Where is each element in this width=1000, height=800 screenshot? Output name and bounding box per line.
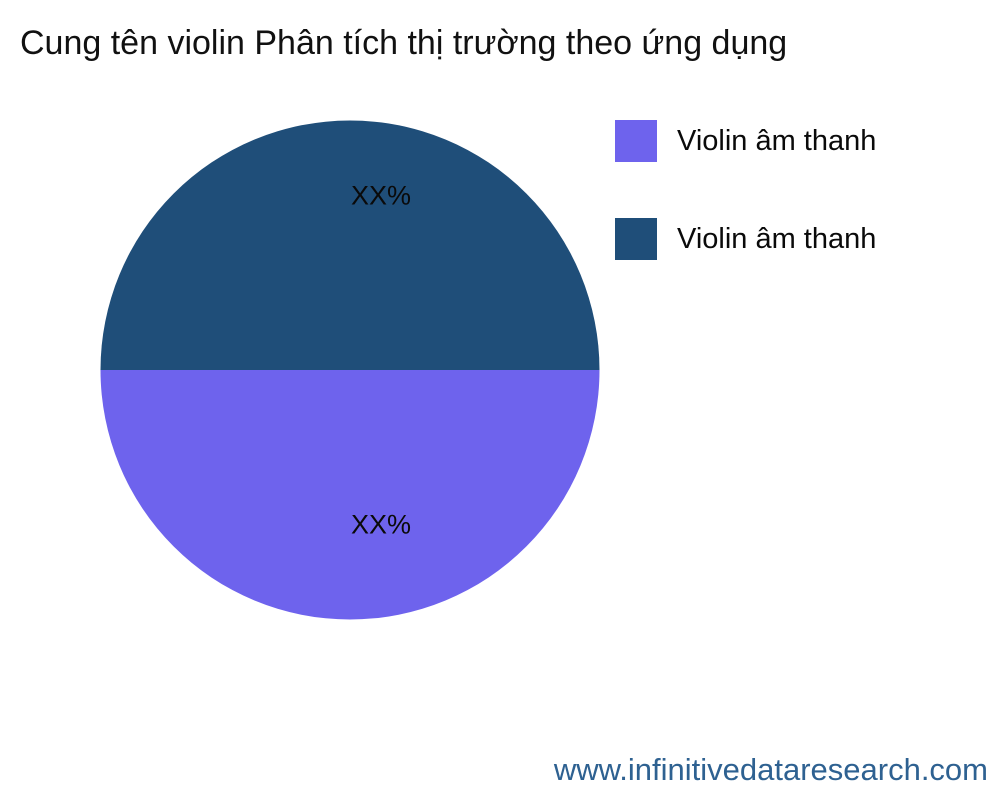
- legend-item-0: Violin âm thanh: [615, 120, 876, 162]
- legend-label-0: Violin âm thanh: [677, 124, 877, 157]
- legend-label-1: Violin âm thanh: [677, 222, 877, 255]
- footer-website-link[interactable]: www.infinitivedataresearch.com: [553, 752, 988, 787]
- legend-swatch-purple: [615, 120, 657, 162]
- chart-title: Cung tên violin Phân tích thị trường the…: [20, 24, 788, 62]
- legend-swatch-navy: [615, 218, 657, 260]
- pie-slice-top: [100, 120, 600, 371]
- pie-slice-bottom: [100, 370, 600, 620]
- pie-slice-bottom-value-label: XX%: [350, 509, 412, 540]
- pie-chart: [100, 120, 600, 620]
- legend: Violin âm thanh Violin âm thanh: [615, 120, 876, 316]
- legend-item-1: Violin âm thanh: [615, 218, 876, 260]
- pie-slice-top-value-label: XX%: [350, 180, 412, 211]
